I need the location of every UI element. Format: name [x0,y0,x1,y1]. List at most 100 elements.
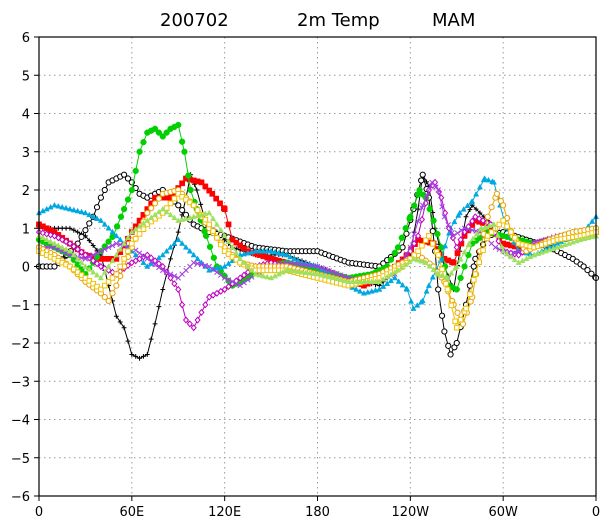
series-marker [55,242,62,248]
series-marker [500,202,507,209]
series-marker [248,267,255,273]
series-marker [98,286,104,293]
series-marker [353,278,360,285]
x-tick-label: 120E [208,505,241,520]
series-marker [155,254,162,261]
series-marker [151,200,159,207]
series-marker [221,206,228,212]
series-marker [476,259,482,265]
series-marker [63,245,70,252]
series-marker [454,230,461,236]
series-marker [394,244,402,251]
series-marker [318,271,325,278]
series-marker [141,353,146,359]
series-marker [237,274,244,282]
y-tick-label: −5 [11,452,30,467]
series-marker [194,255,201,262]
series-marker [217,287,224,295]
series-marker [485,176,492,183]
series-marker [163,208,170,215]
series-marker [182,244,190,250]
series-marker [202,232,210,240]
series-marker [144,209,151,217]
series-marker [423,192,430,199]
series-marker [66,247,73,254]
series-marker [387,277,395,284]
series-marker [198,201,204,207]
series-marker [55,202,62,209]
series-marker [175,191,182,197]
series-marker [221,232,228,239]
series-marker [51,240,58,246]
series-marker [71,227,77,233]
series-marker [90,213,97,220]
series-marker [589,218,596,224]
series-marker [190,251,197,258]
series-marker [484,213,491,220]
series-marker [136,223,143,229]
series-marker [435,252,441,258]
x-tick-label: 180 [305,505,330,520]
series-marker [504,223,510,230]
series-marker [469,217,476,225]
y-tick-label: −4 [11,414,30,429]
series-marker [460,206,467,212]
series-marker [182,316,190,324]
series-marker [97,217,104,223]
chart-title: 200702 2m Temp MAM [160,10,475,31]
series-marker [186,247,193,254]
series-marker [128,228,135,235]
series-marker [453,243,460,251]
series-marker [291,255,298,262]
series-marker [449,229,455,236]
series-marker [477,210,483,216]
series-marker [438,312,446,319]
series-marker [132,257,139,265]
series-marker [183,196,189,203]
series-marker [210,291,217,299]
y-axis-labels: −6 −5 −4 −3 −2 −1 0 1 2 3 4 5 6 [11,31,30,505]
series-marker [507,253,514,260]
series-marker [229,254,236,260]
title-season: MAM [432,10,475,31]
series-marker [101,186,108,194]
series-marker [333,275,340,282]
series-marker [121,325,127,331]
series-marker [163,269,170,275]
series-marker [125,248,131,254]
series-marker [326,268,332,274]
series-marker [448,269,455,276]
series-marker [398,234,405,241]
series-marker [159,205,166,212]
series-marker [148,205,155,212]
series-layer [35,121,600,361]
series-marker [210,215,217,221]
series-marker [155,195,163,202]
series-marker [185,172,192,179]
series-marker [217,241,224,248]
series-marker [168,256,173,262]
series-marker [451,218,458,225]
series-marker [580,263,587,270]
series-marker [241,280,247,286]
series-marker [175,236,182,242]
series-marker [439,272,446,278]
series-marker [202,216,209,223]
series-marker [306,269,313,276]
series-marker [372,278,379,285]
series-marker [97,274,104,281]
y-tick-label: 4 [22,108,30,123]
series-marker [490,179,497,185]
series-marker [419,171,426,178]
series-marker [124,234,131,241]
series-marker [74,255,81,262]
series-marker [213,195,220,202]
series-marker [275,249,282,256]
series-marker [415,248,421,254]
series-marker [445,221,451,228]
series-marker [244,263,251,269]
series-marker [136,148,143,155]
series-marker [353,286,360,292]
series-marker [140,253,147,261]
series-marker [210,254,217,261]
